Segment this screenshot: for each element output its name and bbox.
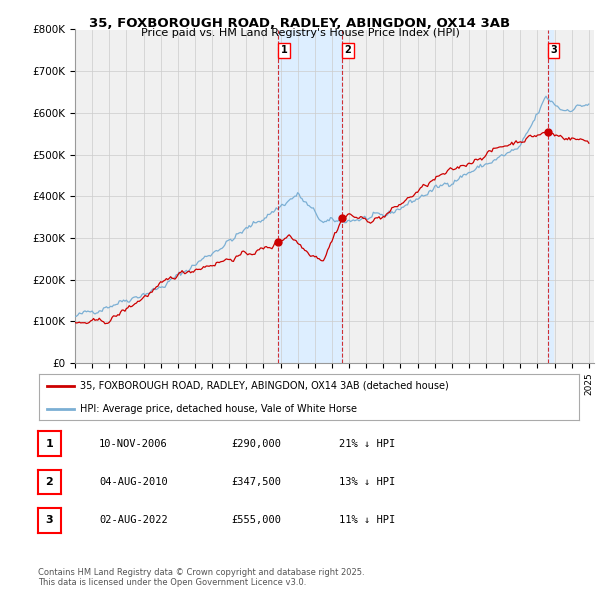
Text: £347,500: £347,500	[231, 477, 281, 487]
Text: 04-AUG-2010: 04-AUG-2010	[99, 477, 168, 487]
Text: 35, FOXBOROUGH ROAD, RADLEY, ABINGDON, OX14 3AB (detached house): 35, FOXBOROUGH ROAD, RADLEY, ABINGDON, O…	[79, 381, 448, 391]
Text: 21% ↓ HPI: 21% ↓ HPI	[339, 439, 395, 448]
Text: 1: 1	[281, 45, 287, 55]
Text: Contains HM Land Registry data © Crown copyright and database right 2025.
This d: Contains HM Land Registry data © Crown c…	[38, 568, 364, 587]
Text: 13% ↓ HPI: 13% ↓ HPI	[339, 477, 395, 487]
Bar	[278, 30, 342, 363]
Text: £555,000: £555,000	[231, 516, 281, 525]
Text: 2: 2	[46, 477, 53, 487]
Text: 3: 3	[550, 45, 557, 55]
Text: 35, FOXBOROUGH ROAD, RADLEY, ABINGDON, OX14 3AB: 35, FOXBOROUGH ROAD, RADLEY, ABINGDON, O…	[89, 17, 511, 30]
Text: Price paid vs. HM Land Registry's House Price Index (HPI): Price paid vs. HM Land Registry's House …	[140, 28, 460, 38]
Text: HPI: Average price, detached house, Vale of White Horse: HPI: Average price, detached house, Vale…	[79, 404, 356, 414]
Text: 1: 1	[46, 439, 53, 448]
Text: £290,000: £290,000	[231, 439, 281, 448]
Text: 2: 2	[344, 45, 352, 55]
Text: 02-AUG-2022: 02-AUG-2022	[99, 516, 168, 525]
Text: 10-NOV-2006: 10-NOV-2006	[99, 439, 168, 448]
Text: 11% ↓ HPI: 11% ↓ HPI	[339, 516, 395, 525]
Bar	[548, 30, 553, 363]
Text: 3: 3	[46, 516, 53, 525]
